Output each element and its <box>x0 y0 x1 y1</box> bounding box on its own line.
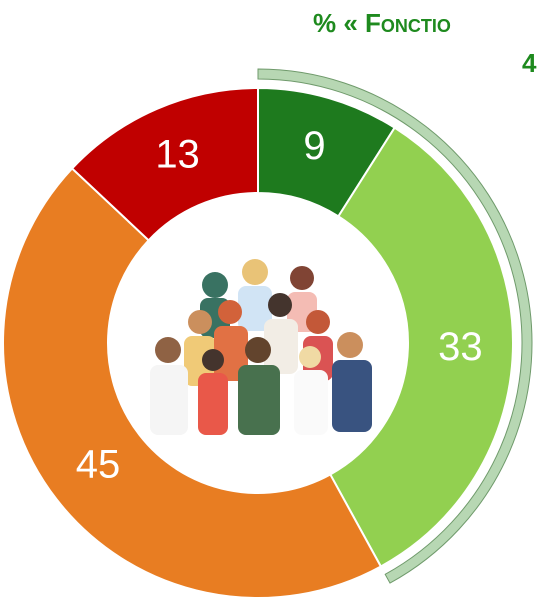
chart-subtitle: 4 <box>522 48 537 78</box>
data-label: 33 <box>438 325 483 369</box>
data-label: 13 <box>155 133 200 177</box>
chart-title: % « Fonctio <box>313 8 451 38</box>
data-label: 9 <box>303 124 325 168</box>
donut <box>2 68 533 598</box>
data-labels: 9 33 45 13 <box>76 124 483 487</box>
center-illustration <box>108 193 408 493</box>
bracket-arc <box>257 68 533 584</box>
data-label: 45 <box>76 443 121 487</box>
